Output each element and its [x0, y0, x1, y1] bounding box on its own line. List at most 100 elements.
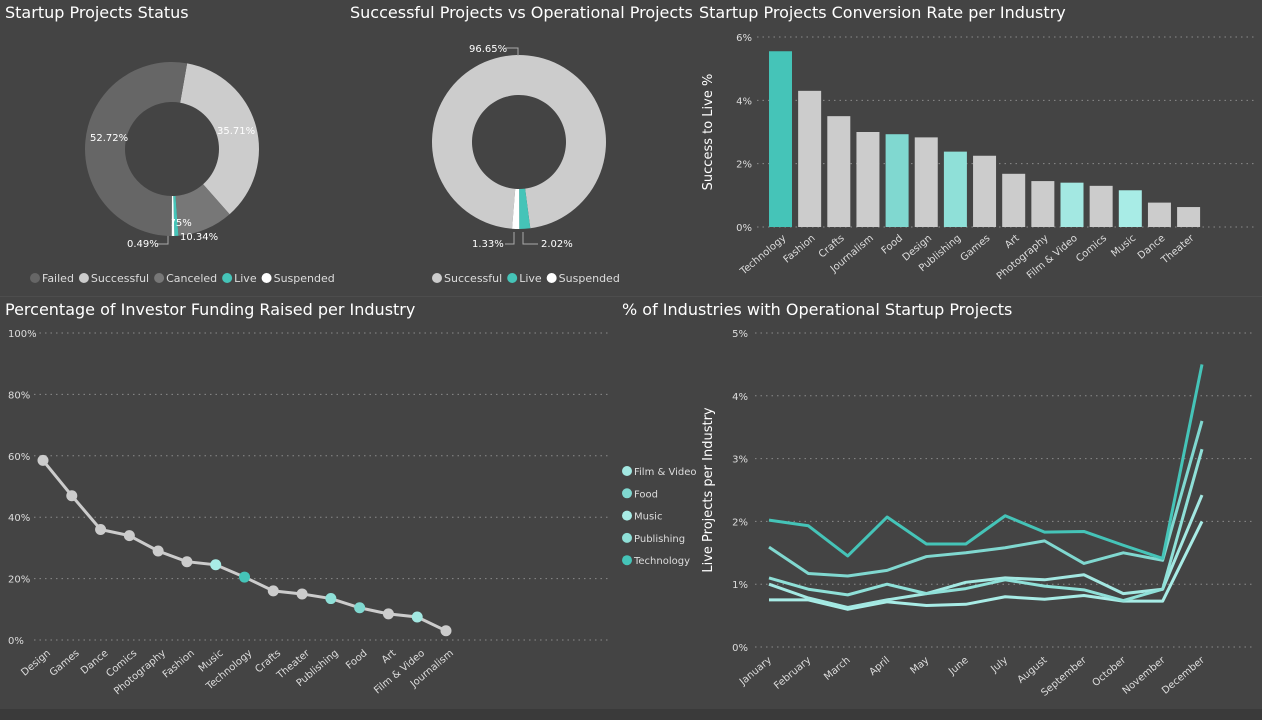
legend-label: Live: [234, 272, 257, 285]
bar-photography: [1031, 181, 1055, 227]
point-photography: [152, 545, 164, 557]
donut-slice-suspended: [171, 195, 175, 236]
y-tick-label: 60%: [8, 452, 30, 463]
bar-design: [914, 137, 938, 227]
funding-chart-title: Percentage of Investor Funding Raised pe…: [5, 300, 416, 319]
point-comics: [123, 530, 135, 542]
bar-theater: [1177, 207, 1201, 227]
y-axis-title: Live Projects per Industry: [701, 407, 716, 573]
bottom-strip: [0, 709, 1262, 720]
bar-technology: [769, 51, 792, 227]
y-tick-label: 3%: [732, 455, 748, 466]
legend-label: Film & Video: [634, 467, 697, 478]
y-tick-label: 2%: [732, 517, 748, 528]
point-theater: [296, 588, 308, 600]
legend-marker: [30, 273, 40, 283]
slice-label: 1.33%: [472, 239, 504, 250]
legend-label: Live: [519, 272, 542, 285]
y-tick-label: 6%: [736, 33, 752, 44]
slice-label: 2.02%: [541, 239, 573, 250]
series-line-film-video: [768, 494, 1204, 609]
x-tick-label: April: [867, 655, 892, 678]
bar-crafts: [827, 116, 851, 227]
bar-comics: [1089, 185, 1113, 227]
point-crafts: [267, 585, 279, 597]
legend-label: Successful: [91, 272, 149, 285]
x-tick-label: Art: [380, 648, 399, 666]
donut-slice-suspended: [512, 188, 520, 229]
slice-label: 0.75%: [160, 218, 192, 229]
y-tick-label: 80%: [8, 390, 30, 401]
legend-marker: [154, 273, 165, 283]
legend-marker: [622, 532, 632, 543]
y-tick-label: 100%: [8, 329, 37, 340]
x-tick-label: Art: [1003, 233, 1022, 251]
point-food: [354, 602, 366, 614]
leader-line: [505, 232, 515, 245]
legend-marker: [222, 273, 233, 283]
x-tick-label: December: [1160, 654, 1207, 696]
panel-divider: [0, 296, 1262, 297]
series-line-music: [769, 520, 1204, 611]
x-tick-label: Comics: [1074, 233, 1109, 265]
live-chart-title: % of Industries with Operational Startup…: [622, 300, 1013, 319]
funding-line: [41, 459, 447, 633]
leader-line: [158, 232, 169, 245]
x-tick-label: Photography: [112, 648, 168, 697]
point-music: [210, 559, 222, 571]
point-design: [37, 454, 49, 466]
slice-label: 10.34%: [180, 232, 218, 243]
x-tick-label: July: [988, 655, 1010, 676]
bar-music: [1118, 190, 1142, 227]
bar-art: [1002, 173, 1026, 227]
slice-label: 96.65%: [469, 44, 507, 55]
series-line-technology: [768, 364, 1204, 560]
legend-label: Food: [634, 489, 658, 500]
legend-marker: [622, 510, 632, 521]
x-tick-label: August: [1016, 655, 1050, 686]
y-tick-label: 0%: [8, 636, 24, 647]
donut-slice-live: [173, 195, 179, 236]
y-tick-label: 5%: [732, 329, 748, 340]
y-tick-label: 4%: [732, 392, 748, 403]
legend-marker: [432, 273, 442, 283]
y-tick-label: 1%: [732, 580, 748, 591]
donut-slice-canceled: [175, 184, 230, 236]
y-tick-label: 2%: [736, 160, 752, 171]
legend-marker: [622, 466, 632, 476]
x-tick-label: Fashion: [161, 648, 197, 681]
x-tick-label: October: [1090, 654, 1128, 689]
bar-dance: [1147, 202, 1171, 227]
point-art: [382, 608, 394, 620]
conversion-chart-title: Startup Projects Conversion Rate per Ind…: [699, 3, 1066, 22]
legend-marker: [261, 273, 272, 283]
x-tick-label: Music: [1109, 233, 1138, 260]
point-fashion: [181, 556, 193, 568]
x-tick-label: Food: [880, 233, 905, 257]
bar-fashion: [798, 90, 822, 227]
legend-label: Failed: [42, 272, 74, 285]
legend-marker: [622, 488, 632, 499]
x-tick-label: Food: [344, 648, 369, 672]
x-tick-label: February: [772, 655, 813, 692]
y-tick-label: 0%: [736, 223, 752, 234]
slice-label: 0.49%: [127, 239, 159, 250]
ops-chart-title: Successful Projects vs Operational Proje…: [350, 3, 693, 22]
donut-slice-successful: [180, 63, 259, 215]
bar-film-video: [1060, 182, 1084, 227]
donut-slice-failed: [84, 61, 188, 236]
status-chart-title: Startup Projects Status: [5, 3, 189, 22]
bar-publishing: [943, 151, 967, 227]
legend-label: Suspended: [274, 272, 335, 285]
slice-label: 52.72%: [90, 133, 128, 144]
x-tick-label: Fashion: [782, 233, 818, 266]
legend-label: Suspended: [559, 272, 620, 285]
x-tick-label: Games: [48, 648, 82, 679]
slice-label: 35.71%: [217, 126, 255, 137]
x-tick-label: May: [908, 655, 931, 677]
legend-label: Music: [634, 512, 662, 523]
x-tick-label: January: [737, 655, 774, 688]
bar-journalism: [856, 132, 880, 227]
x-tick-label: Film & Video: [1025, 233, 1080, 282]
